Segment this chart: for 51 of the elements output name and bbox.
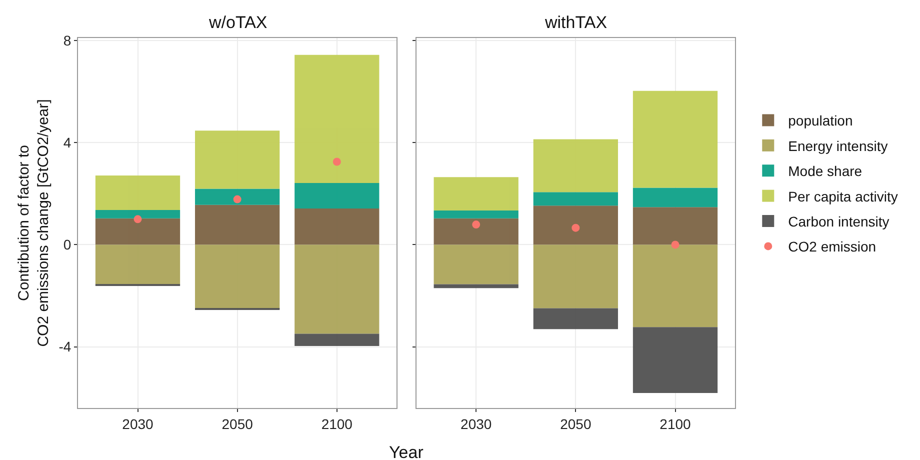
legend-label: Carbon intensity [788, 213, 890, 230]
legend-label: population [788, 112, 853, 129]
x-tick-label: 2050 [222, 416, 254, 432]
legend-label: Per capita activity [788, 188, 898, 204]
x-axis-title: Year [389, 443, 424, 460]
x-tick-label: 2030 [122, 416, 154, 432]
y-tick-label: 0 [63, 236, 72, 253]
chart-title: withTAX [544, 13, 608, 32]
chart-title: w/oTAX [208, 13, 268, 32]
bar [195, 130, 280, 189]
x-tick-label: 2030 [460, 416, 492, 432]
bar [632, 327, 718, 393]
x-tick-label: 2050 [560, 416, 592, 432]
bar [533, 139, 618, 192]
point [134, 215, 142, 224]
bar [533, 192, 618, 206]
bar [294, 54, 380, 183]
point [332, 158, 341, 166]
legend-label: CO2 emission [788, 238, 876, 255]
y-tick-label: 4 [63, 134, 72, 151]
x-tick-label: 2100 [321, 416, 353, 432]
bar [434, 177, 518, 210]
bar [533, 244, 618, 308]
legend-label: Mode share [788, 163, 862, 180]
bar [632, 90, 718, 188]
bar [294, 182, 380, 208]
bar [195, 204, 280, 245]
bar [95, 218, 180, 245]
bar [632, 207, 718, 245]
y-tick-label: -4 [58, 338, 72, 355]
bar [632, 188, 718, 208]
y-axis-title: Contribution of factor to CO2 emissions change [GtCO2/year] [15, 99, 52, 347]
bar [195, 188, 280, 205]
bar [434, 284, 518, 288]
point [233, 195, 242, 204]
bar [434, 218, 518, 245]
bar [533, 206, 618, 245]
bar [294, 334, 380, 346]
bar [195, 244, 280, 309]
bar [434, 244, 518, 284]
bar [95, 210, 180, 218]
bar [533, 308, 618, 330]
legend-label: Energy intensity [788, 138, 888, 154]
y-tick-label: 8 [63, 32, 72, 48]
x-tick-label: 2100 [660, 416, 692, 432]
bar [434, 210, 518, 218]
bar [294, 208, 380, 245]
bar [294, 244, 380, 334]
bar [632, 244, 718, 328]
bar [95, 244, 180, 284]
bar [95, 176, 180, 210]
